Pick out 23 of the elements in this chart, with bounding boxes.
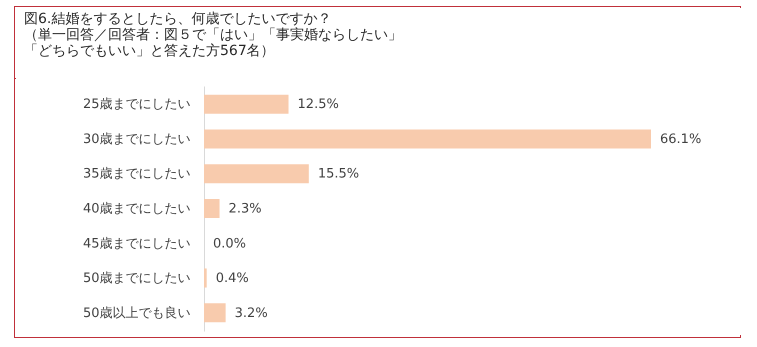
text: 「どちらでもいい」と答えた方567名） (24, 43, 275, 59)
y-tick-label: 45歳までにしたい (82, 236, 190, 252)
data-label: 12.5% (298, 97, 339, 112)
data-label: 0.4% (216, 271, 249, 286)
y-tick-label: 30歳までにしたい (82, 132, 190, 147)
bar (204, 268, 207, 288)
bar (204, 303, 226, 322)
y-tick-label: 25歳までにしたい (82, 97, 190, 112)
y-tick-label: 35歳までにしたい (82, 166, 190, 182)
y-tick-label: 50歳までにしたい (82, 271, 190, 286)
bar (204, 164, 309, 184)
data-label: 66.1% (660, 132, 702, 147)
y-tick-label: 40歳までにしたい (82, 202, 190, 216)
bar (204, 129, 651, 149)
bar (204, 94, 289, 114)
chart-title: 図6.結婚をするとしたら、何歳でしたいですか？ (24, 11, 332, 27)
y-tick-label: 50歳以上でも良い (82, 306, 190, 321)
data-label: 3.2% (234, 306, 268, 321)
data-label: 0.0% (213, 236, 246, 252)
data-label: 2.3% (228, 202, 262, 216)
bar (204, 198, 220, 218)
text: （単一回答／回答者：図５で「はい」「事実婚ならしたい」 (24, 27, 402, 43)
data-label: 15.5% (318, 166, 360, 182)
